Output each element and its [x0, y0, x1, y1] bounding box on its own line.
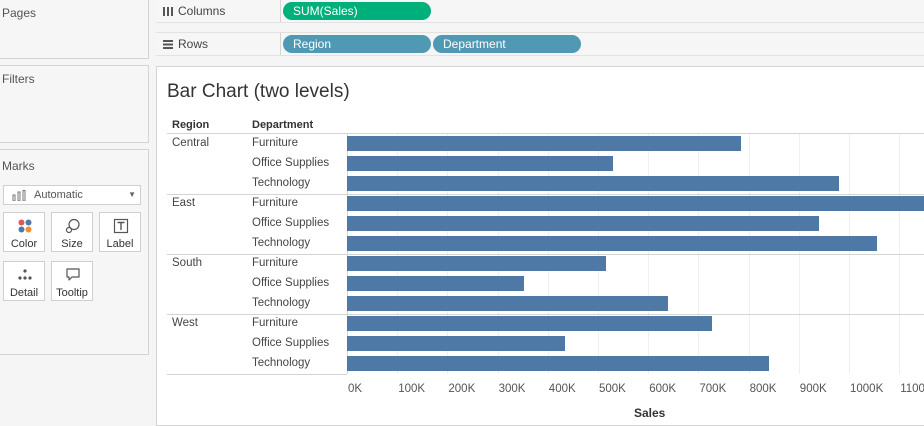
- bar-east-furniture[interactable]: [347, 196, 924, 211]
- region-label[interactable]: East: [172, 197, 196, 209]
- filters-panel[interactable]: Filters: [0, 65, 149, 143]
- tooltip-label: Tooltip: [56, 287, 88, 299]
- bar-south-furniture[interactable]: [347, 256, 606, 271]
- department-label[interactable]: Furniture: [252, 257, 299, 269]
- x-tick-label: 100K: [398, 383, 426, 395]
- detail-label: Detail: [9, 287, 39, 299]
- size-button[interactable]: Size: [51, 212, 93, 252]
- rows-shelf: Rows Region Department: [156, 32, 924, 56]
- pages-panel[interactable]: Pages: [0, 0, 149, 59]
- department-label[interactable]: Technology: [252, 177, 311, 189]
- shelf-divider: [280, 0, 281, 22]
- mark-type-dropdown[interactable]: Automatic ▼: [3, 185, 141, 205]
- x-tick-label: 0K: [348, 383, 363, 395]
- tooltip-button[interactable]: Tooltip: [51, 261, 93, 301]
- x-axis-title: Sales: [634, 406, 666, 420]
- bar-east-office-supplies[interactable]: [347, 216, 819, 231]
- department-label[interactable]: Technology: [252, 297, 311, 309]
- columns-shelf: Columns SUM(Sales): [156, 0, 924, 23]
- bar-chart-icon: [12, 190, 26, 201]
- chevron-down-icon: ▼: [128, 190, 136, 199]
- columns-label-text: Columns: [178, 4, 226, 18]
- pill-department[interactable]: Department: [433, 35, 581, 53]
- region-label[interactable]: Central: [172, 137, 210, 149]
- department-label[interactable]: Technology: [252, 237, 311, 249]
- rows-icon: [163, 40, 173, 49]
- size-icon: [65, 218, 80, 234]
- bar-central-furniture[interactable]: [347, 136, 742, 151]
- department-label[interactable]: Office Supplies: [252, 217, 330, 229]
- chart-title: Bar Chart (two levels): [167, 81, 350, 102]
- department-label[interactable]: Office Supplies: [252, 277, 330, 289]
- department-label[interactable]: Office Supplies: [252, 157, 330, 169]
- department-header[interactable]: Department: [252, 119, 314, 131]
- region-header[interactable]: Region: [172, 119, 210, 131]
- bar-central-office-supplies[interactable]: [347, 156, 614, 171]
- header-rule: [167, 133, 924, 134]
- color-button[interactable]: Color: [3, 212, 45, 252]
- x-tick-label: 1100K: [900, 383, 924, 395]
- chart-view: Bar Chart (two levels) Region Department…: [156, 66, 924, 426]
- color-label: Color: [10, 238, 38, 250]
- bar-west-office-supplies[interactable]: [347, 336, 566, 351]
- pill-region[interactable]: Region: [283, 35, 431, 53]
- region-separator: [167, 254, 924, 255]
- bottom-rule: [167, 374, 347, 375]
- color-icon: [18, 219, 32, 233]
- columns-icon: [163, 7, 173, 16]
- department-label[interactable]: Furniture: [252, 137, 299, 149]
- pill-sum-sales[interactable]: SUM(Sales): [283, 2, 431, 20]
- x-tick-label: 300K: [498, 383, 526, 395]
- bar-east-technology[interactable]: [347, 236, 877, 251]
- filters-title: Filters: [2, 72, 35, 86]
- region-separator: [167, 314, 924, 315]
- bar-south-technology[interactable]: [347, 296, 669, 311]
- mark-type-value: Automatic: [34, 189, 83, 201]
- x-tick-label: 400K: [548, 383, 576, 395]
- x-tick-label: 900K: [799, 383, 827, 395]
- region-label[interactable]: South: [172, 257, 203, 269]
- bar-south-office-supplies[interactable]: [347, 276, 524, 291]
- rows-label-text: Rows: [178, 37, 209, 51]
- marks-title: Marks: [2, 159, 35, 173]
- detail-button[interactable]: Detail: [3, 261, 45, 301]
- label-button[interactable]: Label: [99, 212, 141, 252]
- rows-shelf-label: Rows: [162, 37, 208, 51]
- bar-west-furniture[interactable]: [347, 316, 712, 331]
- bar-west-technology[interactable]: [347, 356, 769, 371]
- x-tick-label: 800K: [749, 383, 777, 395]
- region-separator: [167, 194, 924, 195]
- x-tick-label: 700K: [699, 383, 727, 395]
- department-label[interactable]: Furniture: [252, 197, 299, 209]
- x-tick-label: 200K: [448, 383, 476, 395]
- region-label[interactable]: West: [172, 317, 198, 329]
- x-tick-label: 600K: [649, 383, 677, 395]
- tooltip-icon: [66, 268, 80, 281]
- detail-icon: [18, 269, 32, 280]
- size-label: Size: [61, 238, 83, 250]
- marks-panel: Marks Automatic ▼ Color Size Label: [0, 149, 149, 355]
- label-icon: [113, 218, 129, 234]
- department-label[interactable]: Furniture: [252, 317, 299, 329]
- label-label: Label: [106, 238, 134, 250]
- department-label[interactable]: Technology: [252, 357, 311, 369]
- x-tick-label: 1000K: [850, 383, 884, 395]
- shelf-divider: [280, 33, 281, 55]
- department-label[interactable]: Office Supplies: [252, 337, 330, 349]
- x-tick-label: 500K: [599, 383, 626, 395]
- pages-title: Pages: [2, 6, 37, 20]
- columns-shelf-label: Columns: [162, 4, 225, 18]
- bar-central-technology[interactable]: [347, 176, 839, 191]
